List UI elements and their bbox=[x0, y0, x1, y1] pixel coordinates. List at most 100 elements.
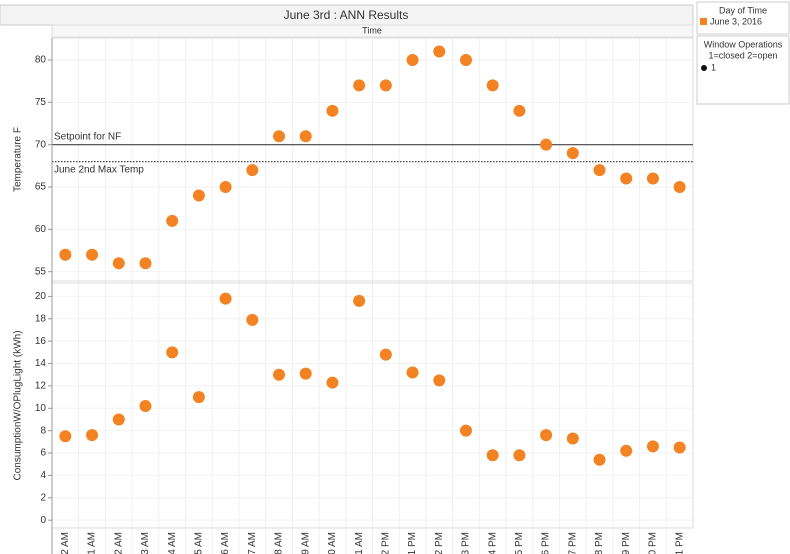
point bbox=[273, 130, 286, 143]
point bbox=[620, 444, 633, 457]
x-tick-label: 8 AM bbox=[274, 532, 285, 554]
point bbox=[299, 367, 312, 380]
point bbox=[673, 181, 686, 194]
y-tick-label: 12 bbox=[35, 381, 47, 392]
point bbox=[326, 376, 339, 389]
y-axis-label: Temperature F bbox=[13, 127, 24, 192]
point bbox=[166, 346, 179, 359]
point bbox=[646, 172, 659, 185]
point bbox=[353, 294, 366, 307]
x-tick-label: 12 PM bbox=[380, 532, 391, 554]
x-tick-label: 11 AM bbox=[354, 532, 365, 554]
point bbox=[59, 248, 72, 261]
point bbox=[540, 138, 553, 151]
point bbox=[459, 54, 472, 67]
point bbox=[112, 413, 125, 426]
point bbox=[299, 130, 312, 143]
point bbox=[379, 348, 392, 361]
x-tick-label: 11 PM bbox=[674, 532, 685, 554]
x-tick-label: 2 PM bbox=[434, 532, 445, 554]
point bbox=[620, 172, 633, 185]
x-tick-label: 7 AM bbox=[247, 532, 258, 554]
y-tick-label: 16 bbox=[35, 336, 47, 347]
x-tick-label: 2 AM bbox=[113, 532, 124, 554]
point bbox=[139, 400, 152, 413]
y-tick-label: 14 bbox=[35, 358, 47, 369]
point bbox=[59, 430, 72, 443]
x-tick-label: 6 AM bbox=[220, 532, 231, 554]
point bbox=[433, 45, 446, 58]
legend-box bbox=[696, 1, 790, 35]
point bbox=[433, 374, 446, 387]
point bbox=[192, 189, 205, 202]
point bbox=[219, 181, 232, 194]
point bbox=[459, 424, 472, 437]
point bbox=[513, 104, 526, 117]
reference-label: June 2nd Max Temp bbox=[54, 164, 144, 175]
x-tick-label: 9 PM bbox=[621, 532, 632, 554]
point bbox=[192, 391, 205, 404]
y-tick-label: 6 bbox=[40, 448, 46, 459]
x-tick-label: 4 PM bbox=[487, 532, 498, 554]
legend-subtitle: 1=closed 2=open bbox=[708, 50, 777, 60]
point bbox=[540, 429, 553, 442]
point bbox=[326, 104, 339, 117]
point bbox=[219, 292, 232, 305]
x-tick-label: 10 AM bbox=[327, 532, 338, 554]
y-tick-label: 2 bbox=[40, 492, 46, 503]
point bbox=[86, 429, 99, 442]
point bbox=[86, 248, 99, 261]
x-tick-label: 3 AM bbox=[140, 532, 151, 554]
point bbox=[593, 453, 606, 466]
y-tick-label: 80 bbox=[35, 55, 47, 66]
y-tick-label: 75 bbox=[35, 97, 47, 108]
x-tick-label: 8 PM bbox=[594, 532, 605, 554]
point bbox=[673, 441, 686, 454]
point bbox=[112, 257, 125, 270]
y-tick-label: 4 bbox=[40, 470, 46, 481]
x-tick-label: 6 PM bbox=[541, 532, 552, 554]
point bbox=[406, 366, 419, 379]
y-tick-label: 20 bbox=[35, 291, 47, 302]
point bbox=[513, 449, 526, 462]
legend-label: 1 bbox=[711, 62, 716, 72]
x-tick-label: 12 AM bbox=[60, 532, 71, 554]
x-tick-label: 5 PM bbox=[514, 532, 525, 554]
y-tick-label: 60 bbox=[35, 224, 47, 235]
point bbox=[353, 79, 366, 92]
point bbox=[566, 432, 579, 445]
point bbox=[646, 440, 659, 453]
x-tick-label: 9 AM bbox=[300, 532, 311, 554]
y-tick-label: 55 bbox=[35, 266, 47, 277]
legend-swatch bbox=[700, 18, 707, 25]
x-tick-label: 1 PM bbox=[407, 532, 418, 554]
x-header: Time bbox=[362, 25, 382, 35]
y-axis-label: ConsumptionW/OPlugLight (kWh) bbox=[13, 330, 24, 480]
legend-label: June 3, 2016 bbox=[710, 16, 762, 26]
point bbox=[486, 79, 499, 92]
y-tick-label: 70 bbox=[35, 139, 47, 150]
y-tick-label: 65 bbox=[35, 182, 47, 193]
x-tick-label: 5 AM bbox=[194, 532, 205, 554]
point bbox=[139, 257, 152, 270]
point bbox=[246, 313, 259, 326]
y-tick-label: 18 bbox=[35, 313, 47, 324]
point bbox=[273, 368, 286, 381]
legend-title: Window Operations bbox=[704, 39, 783, 49]
chart-title: June 3rd : ANN Results bbox=[284, 8, 409, 22]
point bbox=[593, 164, 606, 177]
legend-title: Day of Time bbox=[719, 5, 767, 15]
x-tick-label: 1 AM bbox=[87, 532, 98, 554]
point bbox=[566, 147, 579, 160]
y-tick-label: 10 bbox=[35, 403, 47, 414]
x-tick-label: 10 PM bbox=[648, 532, 659, 554]
legend-shape bbox=[701, 65, 707, 71]
point bbox=[486, 449, 499, 462]
y-tick-label: 0 bbox=[40, 515, 46, 526]
header-bar bbox=[51, 24, 694, 38]
point bbox=[406, 54, 419, 67]
x-tick-label: 3 PM bbox=[461, 532, 472, 554]
point bbox=[166, 214, 179, 227]
point bbox=[379, 79, 392, 92]
